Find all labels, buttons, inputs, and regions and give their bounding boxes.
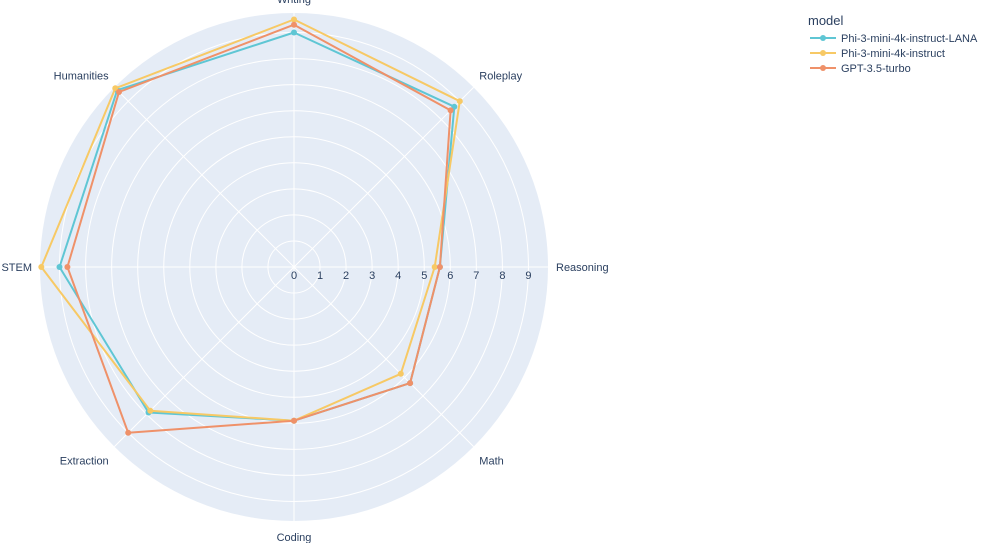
category-label-extraction: Extraction xyxy=(60,455,109,467)
legend-label: GPT-3.5-turbo xyxy=(841,63,911,75)
series-point xyxy=(436,264,443,270)
category-labels: Writing Roleplay Reasoning Math Coding Extrac… xyxy=(1,0,608,543)
series-point xyxy=(291,16,297,23)
legend-label: Phi-3-mini-4k-instruct-LANA xyxy=(841,33,978,45)
series-point xyxy=(431,264,438,270)
series-point xyxy=(38,264,45,270)
series-point xyxy=(291,417,297,424)
series-point xyxy=(407,380,414,387)
series-point xyxy=(56,264,63,270)
category-label-writing: Writing xyxy=(277,0,311,6)
legend-items: Phi-3-mini-4k-instruct-LANA Phi-3-mini-4k… xyxy=(810,33,978,75)
category-label-math: Math xyxy=(479,455,503,467)
category-label-roleplay: Roleplay xyxy=(479,71,522,83)
radial-tick-label: 8 xyxy=(499,270,505,282)
series-point xyxy=(291,21,297,28)
legend-title: model xyxy=(808,13,844,28)
category-label-humanities: Humanities xyxy=(54,71,110,83)
radial-tick-label: 2 xyxy=(343,270,349,282)
legend-marker-swatch xyxy=(820,50,826,56)
series-layer xyxy=(38,16,463,436)
legend-item[interactable]: Phi-3-mini-4k-instruct xyxy=(810,48,945,60)
legend-label: Phi-3-mini-4k-instruct xyxy=(841,48,945,60)
series-point xyxy=(456,98,463,105)
series-point xyxy=(447,107,454,114)
radial-tick-label: 3 xyxy=(369,270,375,282)
series-2 xyxy=(64,21,454,436)
radial-tick-label: 4 xyxy=(395,270,401,282)
category-label-stem: STEM xyxy=(1,262,32,274)
radial-tick-label: 5 xyxy=(421,270,427,282)
radial-tick-label: 9 xyxy=(525,270,531,282)
legend-marker-swatch xyxy=(820,35,826,41)
series-point xyxy=(397,370,404,377)
spoke-line xyxy=(293,87,474,268)
radial-tick-label: 1 xyxy=(317,270,323,282)
series-point xyxy=(64,264,71,270)
legend-item[interactable]: GPT-3.5-turbo xyxy=(810,63,911,75)
radial-tick-label: 7 xyxy=(473,270,479,282)
spoke-line xyxy=(114,87,295,268)
series-point xyxy=(112,85,119,92)
series-point xyxy=(451,103,458,110)
category-label-coding: Coding xyxy=(277,532,312,543)
spoke-line xyxy=(114,266,295,447)
series-point xyxy=(291,29,297,36)
legend: model Phi-3-mini-4k-instruct-LANAPhi-3-m… xyxy=(808,13,978,75)
radial-tick-label: 6 xyxy=(447,270,453,282)
legend-marker-swatch xyxy=(820,65,826,71)
radial-tick-labels: 0 1 2 3 4 5 6 7 8 9 xyxy=(291,270,532,282)
series-point xyxy=(125,429,132,436)
category-label-reasoning: Reasoning xyxy=(556,262,609,274)
radial-tick-label: 0 xyxy=(291,270,297,282)
series-point xyxy=(147,407,154,414)
series-point xyxy=(116,89,122,95)
spoke-line xyxy=(293,266,474,447)
legend-item[interactable]: Phi-3-mini-4k-instruct-LANA xyxy=(810,33,978,45)
